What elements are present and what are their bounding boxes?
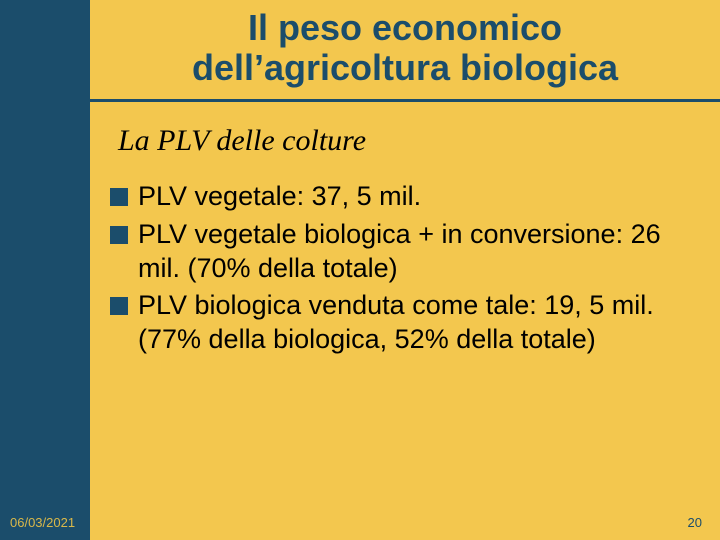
title-line-1: Il peso economico bbox=[120, 8, 690, 48]
bullet-text: PLV vegetale: 37, 5 mil. bbox=[138, 180, 421, 214]
sidebar-accent: 06/03/2021 bbox=[0, 0, 90, 540]
title-divider bbox=[90, 99, 720, 102]
bullet-text: PLV vegetale biologica + in conversione:… bbox=[138, 218, 684, 286]
slide-content: Il peso economico dell’agricoltura biolo… bbox=[90, 0, 720, 540]
subtitle: La PLV delle colture bbox=[90, 124, 720, 180]
slide: 06/03/2021 Il peso economico dell’agrico… bbox=[0, 0, 720, 540]
bullet-text: PLV biologica venduta come tale: 19, 5 m… bbox=[138, 289, 684, 357]
list-item: PLV vegetale: 37, 5 mil. bbox=[110, 180, 684, 214]
footer-page-number: 20 bbox=[688, 515, 702, 530]
square-bullet-icon bbox=[110, 188, 128, 206]
title-block: Il peso economico dell’agricoltura biolo… bbox=[90, 0, 720, 99]
square-bullet-icon bbox=[110, 297, 128, 315]
list-item: PLV vegetale biologica + in conversione:… bbox=[110, 218, 684, 286]
list-item: PLV biologica venduta come tale: 19, 5 m… bbox=[110, 289, 684, 357]
title-line-2: dell’agricoltura biologica bbox=[120, 48, 690, 88]
square-bullet-icon bbox=[110, 226, 128, 244]
bullet-list: PLV vegetale: 37, 5 mil. PLV vegetale bi… bbox=[90, 180, 720, 357]
footer-date: 06/03/2021 bbox=[10, 515, 75, 530]
